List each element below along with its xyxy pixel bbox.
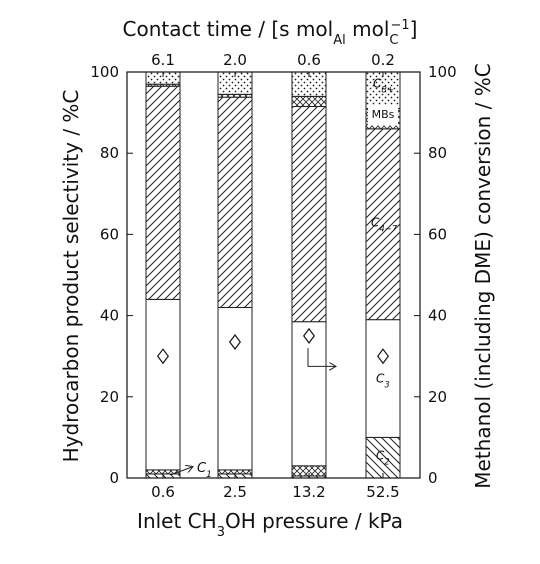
bar-c3-2	[217, 306, 253, 471]
c47-label: C4−7	[371, 215, 398, 233]
y2-tick-label: 0	[428, 469, 438, 487]
c1-arrow	[170, 467, 193, 476]
top-tick-label: 6.1	[151, 51, 175, 69]
bar-c3-3	[291, 321, 327, 467]
y-tick-label: 0	[109, 469, 119, 487]
c1-label: C1	[197, 461, 212, 480]
top-tick-label: 0.2	[371, 51, 395, 69]
conversion-axis-arrow	[307, 348, 336, 366]
bar-c3-4	[365, 319, 401, 438]
conversion-marker	[377, 348, 389, 365]
x-tick-label: 0.6	[151, 483, 175, 501]
mbs-label: MBs	[372, 108, 395, 121]
x-tick-label: 13.2	[292, 483, 325, 501]
y-tick-label: 20	[100, 388, 119, 406]
c2-label: C2	[376, 449, 390, 467]
y-tick-label: 100	[90, 63, 119, 81]
top-axis-label: Contact time / [s molAl molC−1]	[123, 17, 418, 48]
y-axis-label: Hydrocarbon product selectivity / %C	[59, 90, 83, 463]
top-tick-label: 0.6	[297, 51, 321, 69]
y-tick-label: 40	[100, 307, 119, 325]
y-tick-label: 80	[100, 144, 119, 162]
conversion-marker	[303, 327, 315, 344]
top-tick-label: 2.0	[223, 51, 247, 69]
y2-tick-label: 100	[428, 63, 457, 81]
y2-tick-label: 20	[428, 388, 447, 406]
x-axis-label: Inlet CH3OH pressure / kPa	[137, 509, 403, 540]
bar-c4-7-2	[217, 96, 253, 308]
y2-tick-label: 80	[428, 144, 447, 162]
conversion-marker	[157, 348, 169, 365]
y-tick-label: 60	[100, 225, 119, 243]
y2-tick-label: 60	[428, 225, 447, 243]
bar-c2-4	[365, 436, 401, 479]
x-tick-label: 52.5	[366, 483, 399, 501]
bar-c4-7-4	[365, 128, 401, 321]
y2-tick-label: 40	[428, 307, 447, 325]
c8-label: C8+	[373, 76, 394, 94]
mbs-label-bg	[368, 105, 398, 126]
bar-c8plus-4	[365, 71, 401, 110]
bar-c3-1	[145, 298, 181, 471]
bar-c4-7-3	[291, 106, 327, 323]
plot-frame	[126, 71, 421, 479]
y2-axis-label: Methanol (including DME) conversion / %C	[471, 63, 495, 488]
c3-label: C3	[376, 372, 390, 390]
bar-mbs-3	[291, 95, 327, 108]
conversion-marker	[229, 333, 241, 350]
plot-area: 0 0 20 20 40 40 60 60 80 80 100 100 0.6 6.1 2.5 2.0 13.2…	[90, 51, 456, 501]
bar-c4-7-1	[145, 85, 181, 300]
x-tick-label: 2.5	[223, 483, 247, 501]
